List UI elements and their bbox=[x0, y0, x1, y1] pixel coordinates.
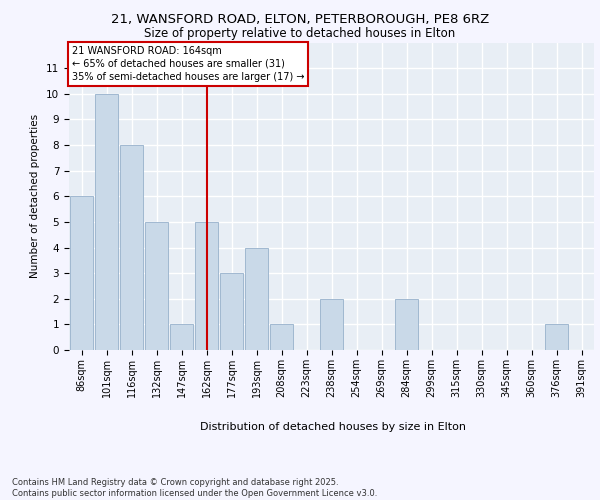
Bar bbox=[320, 298, 343, 350]
Bar bbox=[269, 324, 293, 350]
Bar bbox=[95, 94, 118, 350]
Bar bbox=[170, 324, 193, 350]
Bar bbox=[194, 222, 218, 350]
Bar bbox=[395, 298, 418, 350]
Bar bbox=[220, 273, 244, 350]
Bar bbox=[70, 196, 94, 350]
Text: 21 WANSFORD ROAD: 164sqm
← 65% of detached houses are smaller (31)
35% of semi-d: 21 WANSFORD ROAD: 164sqm ← 65% of detach… bbox=[71, 46, 304, 82]
Text: Contains HM Land Registry data © Crown copyright and database right 2025.
Contai: Contains HM Land Registry data © Crown c… bbox=[12, 478, 377, 498]
Text: 21, WANSFORD ROAD, ELTON, PETERBOROUGH, PE8 6RZ: 21, WANSFORD ROAD, ELTON, PETERBOROUGH, … bbox=[111, 12, 489, 26]
Bar bbox=[245, 248, 268, 350]
Bar bbox=[545, 324, 568, 350]
Y-axis label: Number of detached properties: Number of detached properties bbox=[31, 114, 40, 278]
Bar bbox=[145, 222, 169, 350]
Text: Distribution of detached houses by size in Elton: Distribution of detached houses by size … bbox=[200, 422, 466, 432]
Bar bbox=[119, 145, 143, 350]
Text: Size of property relative to detached houses in Elton: Size of property relative to detached ho… bbox=[145, 28, 455, 40]
